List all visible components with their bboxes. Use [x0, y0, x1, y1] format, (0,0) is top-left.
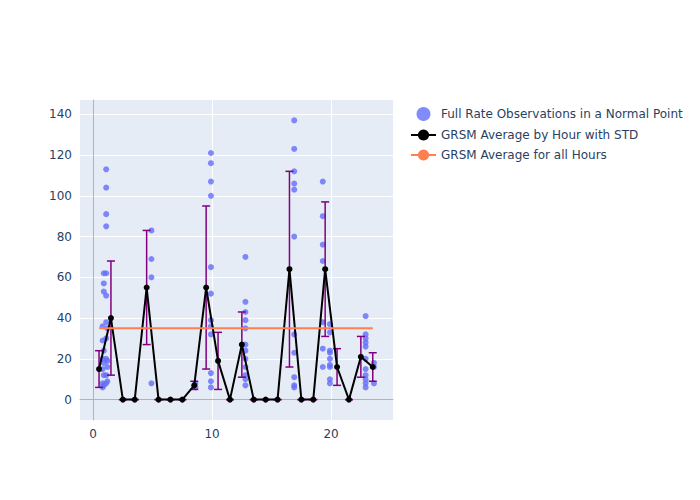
svg-text:140: 140 [49, 107, 72, 121]
svg-text:20: 20 [57, 352, 72, 366]
svg-text:60: 60 [57, 270, 72, 284]
svg-text:Full Rate Observations in a No: Full Rate Observations in a Normal Point [441, 107, 683, 121]
svg-text:20: 20 [323, 427, 338, 441]
svg-text:100: 100 [49, 189, 72, 203]
svg-text:10: 10 [204, 427, 219, 441]
svg-text:80: 80 [57, 230, 72, 244]
svg-text:120: 120 [49, 148, 72, 162]
svg-text:0: 0 [89, 427, 97, 441]
svg-text:GRSM Average by Hour with STD: GRSM Average by Hour with STD [441, 128, 638, 142]
svg-text:0: 0 [64, 393, 72, 407]
svg-text:40: 40 [57, 311, 72, 325]
svg-text:GRSM Average for all Hours: GRSM Average for all Hours [441, 148, 607, 162]
